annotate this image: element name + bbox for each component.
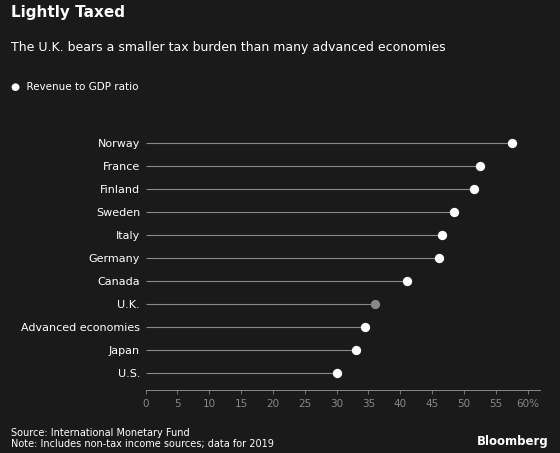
- Point: [370, 301, 379, 308]
- Point: [475, 162, 484, 169]
- Point: [351, 347, 360, 354]
- Point: [434, 255, 443, 262]
- Text: Note: Includes non-tax income sources; data for 2019: Note: Includes non-tax income sources; d…: [11, 439, 274, 449]
- Point: [469, 185, 478, 193]
- Point: [332, 370, 341, 377]
- Text: Source: International Monetary Fund: Source: International Monetary Fund: [11, 428, 190, 438]
- Text: Bloomberg: Bloomberg: [477, 435, 549, 448]
- Text: Lightly Taxed: Lightly Taxed: [11, 5, 125, 19]
- Text: The U.K. bears a smaller tax burden than many advanced economies: The U.K. bears a smaller tax burden than…: [11, 41, 446, 54]
- Point: [437, 231, 446, 239]
- Point: [507, 140, 516, 147]
- Point: [402, 278, 411, 285]
- Point: [450, 208, 459, 216]
- Point: [361, 324, 370, 331]
- Text: ●  Revenue to GDP ratio: ● Revenue to GDP ratio: [11, 82, 139, 92]
